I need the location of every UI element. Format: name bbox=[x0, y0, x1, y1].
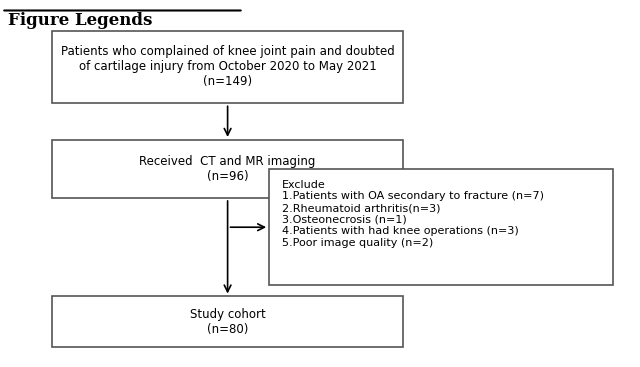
Text: Received  CT and MR imaging
(n=96): Received CT and MR imaging (n=96) bbox=[140, 155, 316, 183]
FancyBboxPatch shape bbox=[52, 297, 403, 348]
FancyBboxPatch shape bbox=[269, 169, 613, 286]
Text: Study cohort
(n=80): Study cohort (n=80) bbox=[189, 308, 266, 336]
Text: Exclude
1.Patients with OA secondary to fracture (n=7)
2.Rheumatoid arthritis(n=: Exclude 1.Patients with OA secondary to … bbox=[282, 180, 544, 248]
Text: Patients who complained of knee joint pain and doubted
of cartilage injury from : Patients who complained of knee joint pa… bbox=[61, 46, 394, 88]
FancyBboxPatch shape bbox=[52, 30, 403, 103]
Text: Figure Legends: Figure Legends bbox=[8, 12, 152, 29]
FancyBboxPatch shape bbox=[52, 140, 403, 198]
